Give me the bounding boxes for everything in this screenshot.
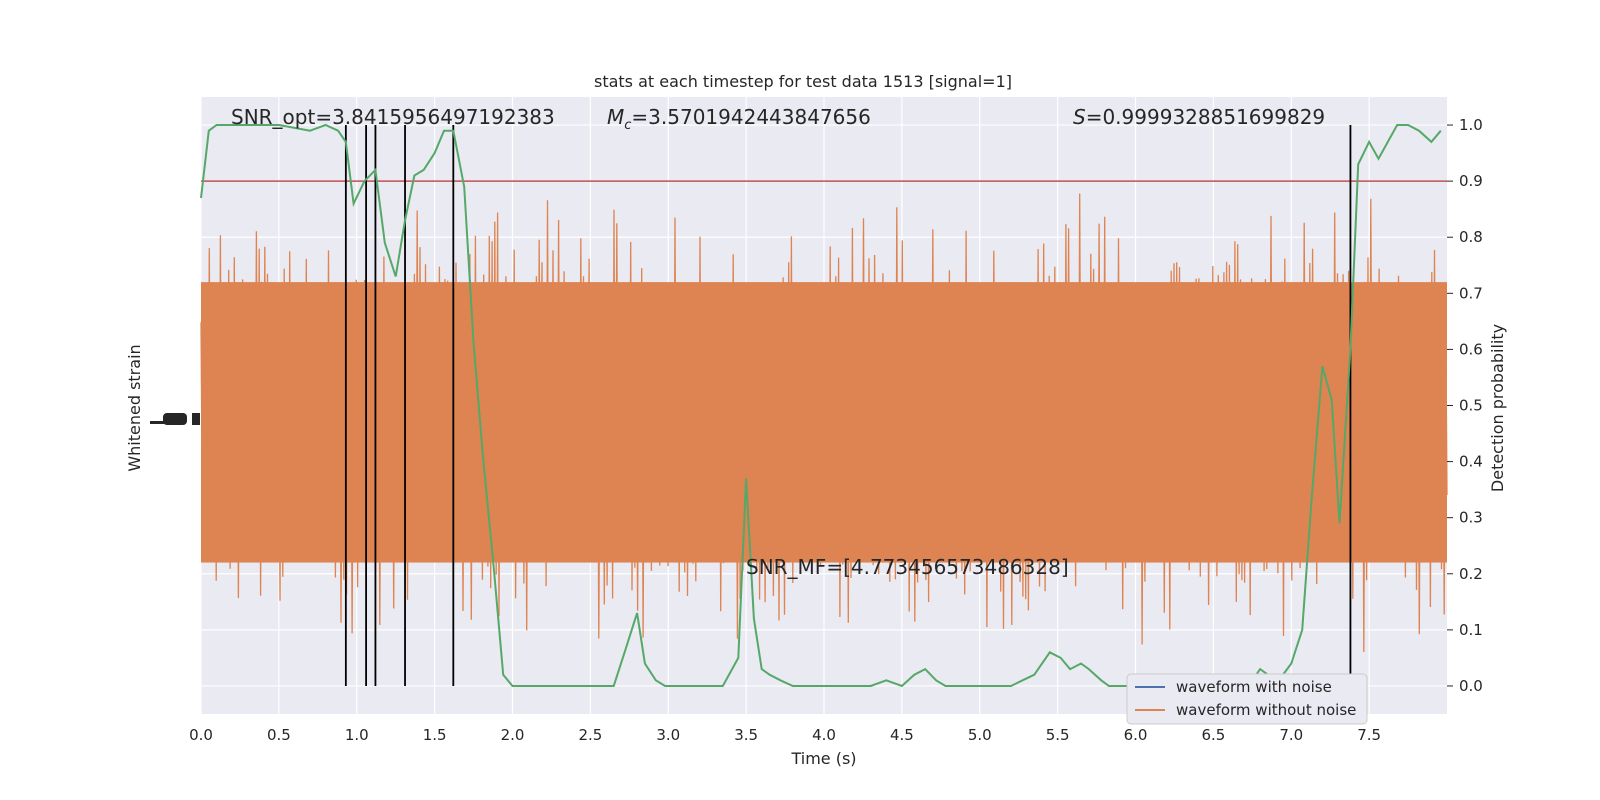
- y-right-tick-label: 0.4: [1459, 453, 1483, 471]
- snr-opt-annotation: SNR_opt=3.8415956497192383: [231, 105, 555, 129]
- y-right-tick-label: 0.1: [1459, 621, 1483, 639]
- y-right-tick-label: 0.0: [1459, 677, 1483, 695]
- left-axis-ticks-glyph: [150, 413, 200, 425]
- y-right-tick-label: 0.6: [1459, 340, 1483, 358]
- y-left-axis-label: Whitened strain: [125, 344, 144, 471]
- x-tick-label: 0.0: [189, 726, 213, 744]
- detection-probability-line: [200, 123, 1442, 688]
- vertical-markers: [344, 125, 1352, 686]
- x-tick-label: 1.0: [345, 726, 369, 744]
- y-right-tick-label: 0.2: [1459, 565, 1483, 583]
- legend-label-without-noise: waveform without noise: [1176, 701, 1356, 719]
- x-tick-label: 7.0: [1279, 726, 1303, 744]
- y-right-tick-label: 0.5: [1459, 397, 1483, 415]
- snr-mf-annotation: SNR_MF=[4.773456573486328]: [746, 555, 1069, 579]
- x-tick-label: 5.0: [968, 726, 992, 744]
- x-tick-label: 6.0: [1124, 726, 1148, 744]
- x-tick-label: 2.5: [578, 726, 602, 744]
- chirp-mass-annotation: Mc=3.5701942443847656: [607, 105, 871, 133]
- legend: waveform with noise waveform without noi…: [1126, 673, 1368, 725]
- legend-box: [1126, 673, 1368, 725]
- x-axis-label: Time (s): [790, 749, 856, 768]
- y-right-tick-label: 1.0: [1459, 116, 1483, 134]
- x-tick-label: 6.5: [1201, 726, 1225, 744]
- x-tick-label: 0.5: [267, 726, 291, 744]
- x-tick-label: 3.5: [734, 726, 758, 744]
- x-tick-label: 5.5: [1046, 726, 1070, 744]
- x-tick-label: 3.0: [656, 726, 680, 744]
- x-tick-label: 4.0: [812, 726, 836, 744]
- strain-line: [200, 193, 1448, 653]
- x-tick-label: 4.5: [890, 726, 914, 744]
- y-right-axis-ticks: 0.0 0.1 0.2 0.3 0.4 0.5 0.6 0.7 0.8 0.9 1.0: [1447, 116, 1483, 695]
- x-tick-label: 2.0: [501, 726, 525, 744]
- y-right-tick-label: 0.9: [1459, 172, 1483, 190]
- chart-title: stats at each timestep for test data 151…: [594, 72, 1012, 91]
- s-annotation: S=0.9999328851699829: [1073, 105, 1325, 129]
- y-right-axis-label: Detection probability: [1488, 324, 1507, 492]
- legend-label-with-noise: waveform with noise: [1176, 678, 1332, 696]
- x-tick-label: 1.5: [423, 726, 447, 744]
- detection-probability-series: [200, 123, 1442, 688]
- y-right-tick-label: 0.7: [1459, 284, 1483, 302]
- x-tick-label: 7.5: [1357, 726, 1381, 744]
- y-right-tick-label: 0.8: [1459, 228, 1483, 246]
- strain-without-noise-series: [200, 193, 1448, 653]
- y-right-tick-label: 0.3: [1459, 509, 1483, 527]
- x-axis-ticks: 0.0 0.5 1.0 1.5 2.0 2.5 3.0 3.5 4.0 4.5 5.0 5.5 6.0 6…: [189, 726, 1381, 744]
